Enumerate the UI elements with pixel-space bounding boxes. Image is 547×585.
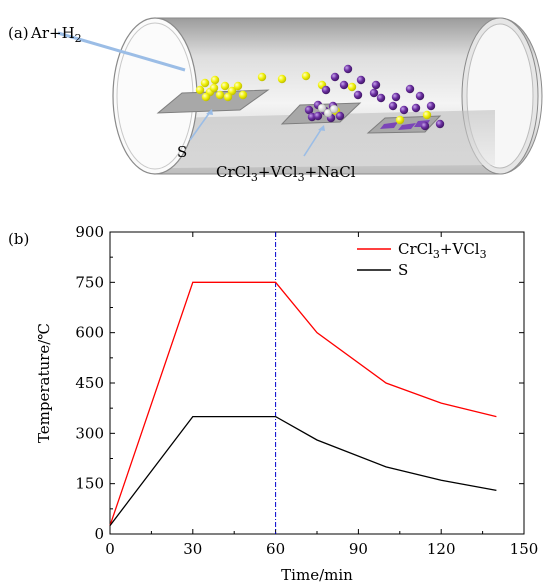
- axes: 0 30 60 90 120 150 0 150 300 450 600 750 900: [75, 223, 538, 558]
- precursor-particle: [353, 90, 363, 100]
- sulfur-label: S: [177, 143, 187, 161]
- precursor-particle: [343, 64, 353, 74]
- sulfur-particle: [209, 83, 219, 93]
- series-layer: [109, 232, 497, 534]
- precursor-particle: [435, 119, 445, 129]
- sulfur-particle: [395, 115, 405, 125]
- gas-label: Ar+H2: [30, 24, 82, 45]
- precursor-particle: [391, 92, 401, 102]
- precursor-label: CrCl3+VCl3+NaCl: [216, 163, 356, 184]
- x-tick-label: 60: [266, 540, 285, 558]
- y-tick-label: 0: [94, 525, 104, 543]
- y-tick-label: 900: [75, 223, 104, 241]
- y-tick-label: 450: [75, 374, 104, 392]
- precursor-particle: [415, 91, 425, 101]
- sulfur-particle: [422, 110, 432, 120]
- series-line-precursor: [109, 281, 497, 526]
- particles: [195, 64, 445, 131]
- sulfur-pointer-arrow: [189, 111, 211, 141]
- substrate-flake: [398, 123, 416, 130]
- sulfur-particle: [257, 72, 267, 82]
- x-tick-label: 90: [349, 540, 368, 558]
- x-tick-label: 30: [183, 540, 202, 558]
- sulfur-particle: [195, 85, 205, 95]
- precursor-particle: [356, 75, 366, 85]
- panel-b: (b) 0 30 60 90 120 150 0 150 300 450 600 750 900 Tim…: [8, 223, 538, 584]
- precursor-particle: [335, 111, 345, 121]
- precursor-particle: [405, 84, 415, 94]
- precursor-particle: [304, 105, 314, 115]
- precursor-particle: [388, 101, 398, 111]
- sulfur-particle: [220, 81, 230, 91]
- sulfur-particle: [201, 92, 211, 102]
- precursor-particle: [371, 80, 381, 90]
- series-line-sulfur: [109, 415, 497, 526]
- panel-a-label: (a): [8, 24, 29, 42]
- y-axis-title: Temperature/℃: [35, 323, 53, 443]
- sulfur-particle: [277, 74, 287, 84]
- sulfur-particle: [215, 90, 225, 100]
- sulfur-particle: [347, 82, 357, 92]
- sulfur-particle: [227, 86, 237, 96]
- precursor-particle: [330, 72, 340, 82]
- y-tick-label: 300: [75, 424, 104, 442]
- panel-a: (a) Ar+H2 S CrCl3+VCl3+NaCl: [8, 17, 543, 184]
- y-tick-label: 150: [75, 475, 104, 493]
- precursor-particle: [376, 93, 386, 103]
- salt-particle: [329, 104, 339, 114]
- precursor-particle: [399, 105, 409, 115]
- y-tick-label: 750: [75, 273, 104, 291]
- precursor-particle: [313, 111, 323, 121]
- y-tick-label: 600: [75, 324, 104, 342]
- precursor-particle: [321, 85, 331, 95]
- precursor-particle: [426, 101, 436, 111]
- salt-particle: [317, 103, 327, 113]
- panel-b-label: (b): [8, 230, 29, 248]
- sulfur-particle: [238, 90, 248, 100]
- gas-flow-arrow: [57, 31, 186, 72]
- x-tick-label: 120: [427, 540, 456, 558]
- plot-frame: [109, 231, 525, 535]
- salt-particle: [323, 108, 333, 118]
- substrate-flake: [380, 122, 398, 129]
- legend-label-red: CrCl3+VCl3: [398, 240, 487, 261]
- sulfur-particle: [233, 81, 243, 91]
- precursor-pointer-arrow: [303, 127, 323, 157]
- sulfur-particle: [301, 71, 311, 81]
- x-tick-label: 0: [105, 540, 115, 558]
- sulfur-particle: [200, 78, 210, 88]
- precursor-particle: [339, 80, 349, 90]
- precursor-particle: [420, 121, 430, 131]
- x-axis-title: Time/min: [281, 566, 353, 584]
- legend: CrCl3+VCl3 S: [357, 240, 487, 279]
- x-tick-label: 150: [510, 540, 539, 558]
- legend-label-black: S: [398, 261, 408, 279]
- sulfur-particle: [223, 92, 233, 102]
- precursor-particle: [411, 103, 421, 113]
- sulfur-particle: [210, 75, 220, 85]
- precursor-particle: [369, 88, 379, 98]
